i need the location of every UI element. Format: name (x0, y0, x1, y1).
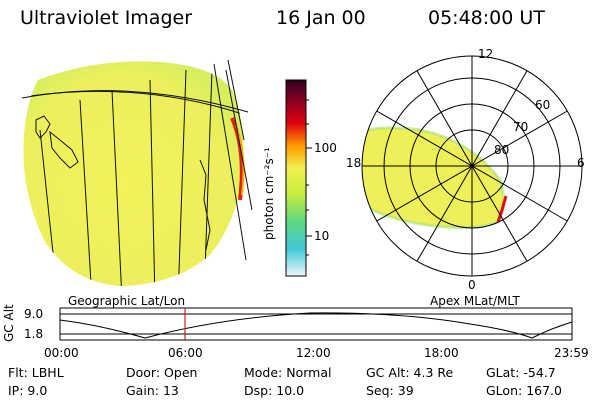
info-glat: GLat: -54.7 (486, 365, 556, 380)
info-ip: IP: 9.0 (8, 383, 47, 398)
info-mode: Mode: Normal (244, 365, 332, 380)
altitude-xtick-2: 12:00 (296, 346, 331, 360)
instrument-title: Ultraviolet Imager (20, 7, 193, 29)
info-ip-value: 9.0 (27, 383, 48, 398)
lat-label-60: 60 (535, 98, 551, 112)
altitude-ylabel: GC Alt (2, 304, 16, 342)
aurora-limb (230, 117, 244, 201)
info-mode-label: Mode: (244, 365, 283, 380)
earth-disk (23, 61, 244, 286)
coastline (49, 130, 79, 169)
info-seq: Seq: 39 (366, 383, 414, 398)
altitude-plot (59, 307, 573, 341)
info-door-label: Door: (126, 365, 161, 380)
info-glon-label: GLon: (486, 383, 523, 398)
info-seq-label: Seq: (366, 383, 394, 398)
colorbar-scale (285, 79, 307, 277)
info-glat-label: GLat: (486, 365, 520, 380)
lat-label-80: 80 (494, 143, 510, 157)
date-label: 16 Jan 00 (276, 7, 366, 29)
geographic-image (21, 59, 253, 286)
info-seq-value: 39 (397, 383, 414, 398)
colorbar (285, 79, 312, 277)
info-glat-value: -54.7 (523, 365, 556, 380)
info-glon-value: 167.0 (526, 383, 562, 398)
right-panel-caption: Apex MLat/MLT (430, 294, 520, 308)
colorbar-tick-10: 10 (314, 229, 330, 243)
info-door: Door: Open (126, 365, 197, 380)
aurora-arc (496, 195, 508, 223)
info-dsp: Dsp: 10.0 (244, 383, 304, 398)
mlt-label-6: 6 (577, 156, 585, 170)
altitude-ytick-max: 9.0 (24, 307, 44, 321)
altitude-curve (59, 312, 573, 339)
mlt-label-18: 18 (346, 156, 362, 170)
mlt-label-12: 12 (478, 47, 494, 61)
info-dsp-label: Dsp: (244, 383, 273, 398)
info-gain: Gain: 13 (126, 383, 179, 398)
info-gain-label: Gain: (126, 383, 159, 398)
polar-plot (361, 55, 583, 277)
info-flt-value: LBHL (31, 365, 64, 380)
aurora-limb-core (235, 124, 245, 196)
altitude-ytick-min: 1.8 (24, 327, 44, 341)
altitude-xtick-4: 23:59 (554, 346, 589, 360)
time-label: 05:48:00 UT (428, 7, 545, 29)
coastline (35, 115, 51, 139)
info-mode-value: Normal (286, 365, 332, 380)
altitude-xtick-0: 00:00 (44, 346, 79, 360)
info-ip-label: IP: (8, 383, 24, 398)
info-gcalt: GC Alt: 4.3 Re (366, 365, 453, 380)
colorbar-unit-label: photon cm⁻²s⁻¹ (262, 147, 276, 240)
mlt-label-0: 0 (468, 278, 476, 292)
info-dsp-value: 10.0 (276, 383, 305, 398)
colorbar-tick-100: 100 (314, 141, 337, 155)
info-door-value: Open (164, 365, 198, 380)
info-glon: GLon: 167.0 (486, 383, 562, 398)
info-flt-label: Flt: (8, 365, 28, 380)
info-flt: Flt: LBHL (8, 365, 64, 380)
info-gcalt-value: 4.3 Re (413, 365, 454, 380)
info-gcalt-label: GC Alt: (366, 365, 410, 380)
auroral-oval (362, 127, 504, 228)
coastline (199, 159, 211, 251)
altitude-xtick-1: 06:00 (168, 346, 203, 360)
left-panel-caption: Geographic Lat/Lon (68, 294, 186, 308)
altitude-xtick-3: 18:00 (424, 346, 459, 360)
info-gain-value: 13 (162, 383, 179, 398)
lat-label-70: 70 (513, 120, 529, 134)
